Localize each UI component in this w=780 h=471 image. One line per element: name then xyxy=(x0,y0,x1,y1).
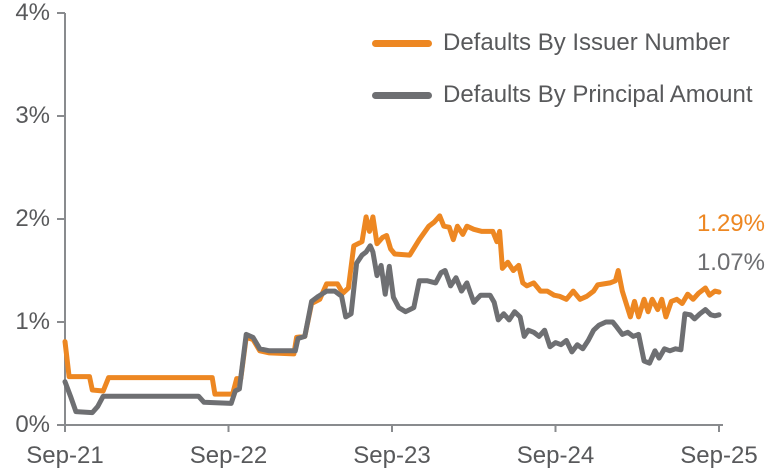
x-axis-tick-label: Sep-24 xyxy=(516,442,595,469)
y-axis-tick-label: 4% xyxy=(15,0,50,26)
legend-item-principal-amount: Defaults By Principal Amount xyxy=(372,80,752,110)
principal-amount-line-swatch xyxy=(372,91,432,99)
legend-label-principal-amount: Defaults By Principal Amount xyxy=(443,81,753,108)
issuer-number-latest-value: 1.29% xyxy=(696,210,765,237)
y-axis-tick-label: 2% xyxy=(15,205,50,232)
x-axis-tick-label: Sep-25 xyxy=(680,442,758,469)
x-axis-tick-label: Sep-22 xyxy=(189,442,268,469)
principal-amount-latest-value: 1.07% xyxy=(696,249,765,276)
legend-label-issuer-number: Defaults By Issuer Number xyxy=(443,29,730,56)
y-axis-tick-label: 3% xyxy=(15,102,50,129)
legend-item-issuer-number: Defaults By Issuer Number xyxy=(372,28,730,58)
series-line-principal-amount xyxy=(62,243,722,416)
y-axis-tick-label: 0% xyxy=(15,411,50,438)
issuer-number-line-swatch xyxy=(372,39,432,47)
x-axis-tick-label: Sep-21 xyxy=(26,442,104,469)
x-axis-tick-label: Sep-23 xyxy=(353,442,431,469)
series-line-issuer-number xyxy=(62,213,722,397)
y-axis-tick-label: 1% xyxy=(15,308,50,335)
